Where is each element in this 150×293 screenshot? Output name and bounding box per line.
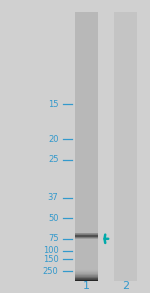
Bar	[75, 234, 98, 235]
Bar	[75, 278, 98, 279]
Bar	[75, 236, 98, 237]
Text: 75: 75	[48, 234, 58, 243]
Bar	[75, 275, 98, 276]
Bar	[75, 233, 98, 234]
Bar	[75, 274, 98, 275]
Bar	[75, 12, 98, 281]
Text: 100: 100	[43, 246, 58, 255]
Bar	[75, 235, 98, 236]
Bar	[75, 269, 98, 270]
Bar	[75, 238, 98, 239]
Text: 250: 250	[43, 267, 58, 275]
Bar	[75, 272, 98, 273]
Text: 25: 25	[48, 155, 58, 164]
Text: 150: 150	[43, 255, 58, 264]
Bar	[75, 280, 98, 281]
Text: 1: 1	[83, 281, 90, 291]
Text: 50: 50	[48, 214, 58, 223]
Bar	[75, 277, 98, 278]
Text: 37: 37	[48, 193, 58, 202]
Bar	[75, 276, 98, 277]
Text: 2: 2	[122, 281, 129, 291]
Bar	[114, 12, 136, 281]
Text: 20: 20	[48, 135, 58, 144]
Bar	[75, 270, 98, 271]
Text: 15: 15	[48, 100, 58, 108]
Bar	[75, 237, 98, 238]
Bar	[75, 271, 98, 272]
Bar	[75, 273, 98, 274]
Bar	[75, 279, 98, 280]
